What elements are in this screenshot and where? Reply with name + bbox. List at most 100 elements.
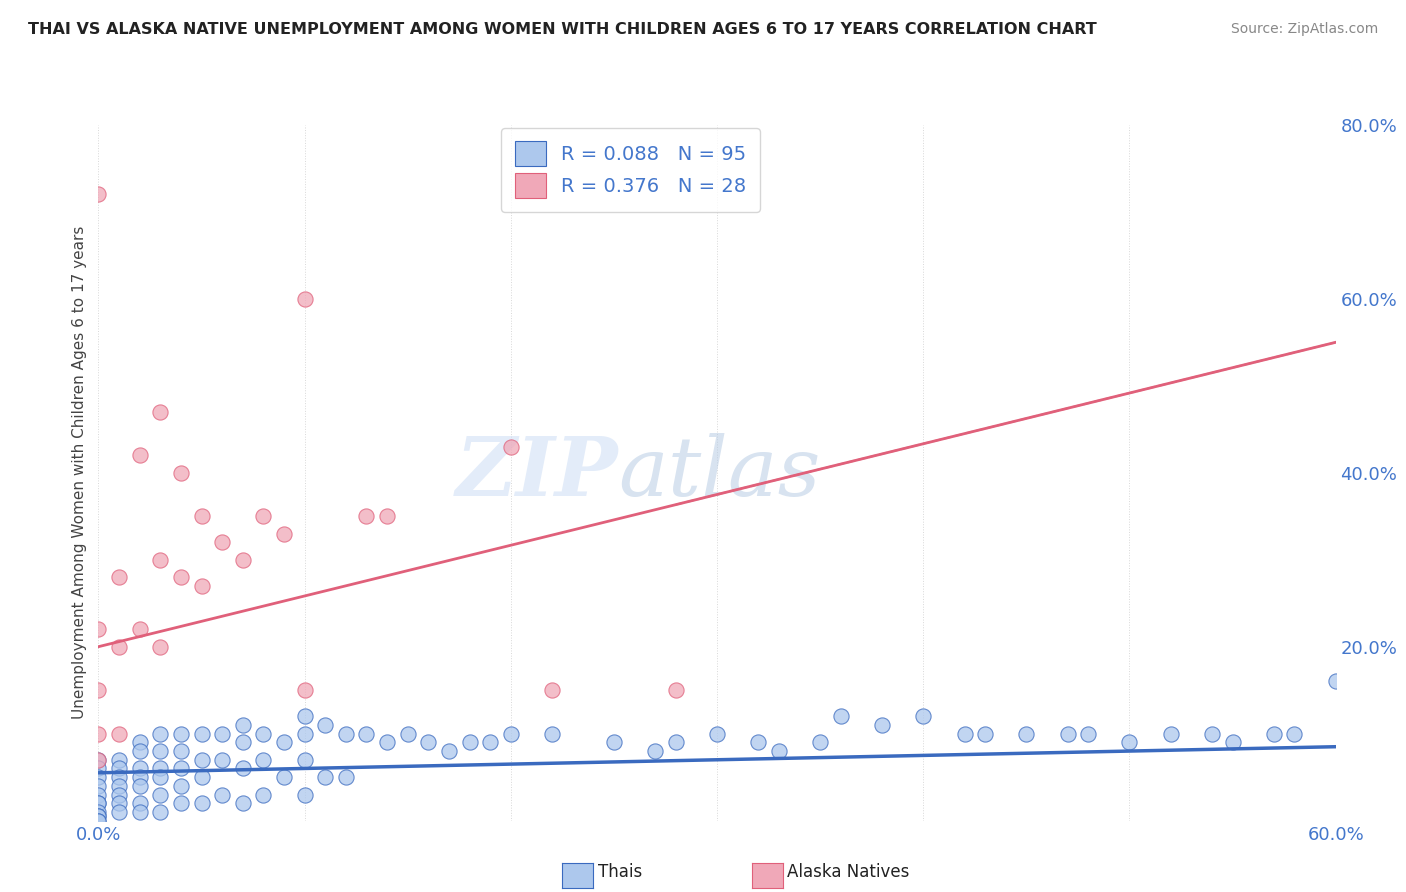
Point — [128, 735, 150, 749]
Point — [437, 744, 460, 758]
Point — [87, 788, 110, 802]
Point — [87, 187, 110, 202]
Point — [1056, 726, 1078, 740]
Point — [170, 726, 193, 740]
Point — [128, 770, 150, 784]
Point — [190, 753, 212, 767]
Point — [128, 623, 150, 637]
Point — [87, 770, 110, 784]
Point — [273, 735, 295, 749]
Point — [1365, 726, 1388, 740]
Text: THAI VS ALASKA NATIVE UNEMPLOYMENT AMONG WOMEN WITH CHILDREN AGES 6 TO 17 YEARS : THAI VS ALASKA NATIVE UNEMPLOYMENT AMONG… — [28, 22, 1097, 37]
Point — [128, 796, 150, 810]
Point — [294, 726, 316, 740]
Point — [149, 640, 172, 654]
Point — [108, 761, 131, 775]
Point — [170, 761, 193, 775]
Point — [108, 570, 131, 584]
Point — [108, 779, 131, 793]
Point — [190, 579, 212, 593]
Point — [87, 796, 110, 810]
Point — [211, 535, 233, 549]
Point — [356, 726, 378, 740]
Point — [252, 509, 274, 524]
Point — [252, 726, 274, 740]
Point — [830, 709, 852, 723]
Point — [211, 788, 233, 802]
Point — [108, 805, 131, 819]
Point — [232, 718, 254, 732]
Point — [87, 683, 110, 698]
Point — [665, 683, 688, 698]
Point — [108, 788, 131, 802]
Point — [87, 814, 110, 828]
Point — [128, 805, 150, 819]
Legend: R = 0.088   N = 95, R = 0.376   N = 28: R = 0.088 N = 95, R = 0.376 N = 28 — [501, 128, 761, 211]
Point — [87, 753, 110, 767]
Point — [665, 735, 688, 749]
Point — [232, 796, 254, 810]
Point — [128, 448, 150, 462]
Point — [149, 552, 172, 567]
Point — [211, 726, 233, 740]
Point — [108, 796, 131, 810]
Point — [294, 788, 316, 802]
Point — [418, 735, 440, 749]
Text: ZIP: ZIP — [456, 433, 619, 513]
Point — [149, 405, 172, 419]
Point — [499, 440, 522, 454]
Point — [170, 744, 193, 758]
Point — [170, 466, 193, 480]
Text: Thais: Thais — [598, 863, 641, 881]
Point — [644, 744, 666, 758]
Point — [314, 718, 336, 732]
Point — [170, 796, 193, 810]
Point — [87, 753, 110, 767]
Y-axis label: Unemployment Among Women with Children Ages 6 to 17 years: Unemployment Among Women with Children A… — [72, 226, 87, 720]
Point — [479, 735, 502, 749]
Point — [294, 683, 316, 698]
Point — [87, 623, 110, 637]
Point — [190, 509, 212, 524]
Point — [335, 770, 357, 784]
Point — [87, 805, 110, 819]
Point — [190, 726, 212, 740]
Point — [458, 735, 481, 749]
Point — [870, 718, 893, 732]
Point — [108, 726, 131, 740]
Point — [128, 761, 150, 775]
Point — [128, 779, 150, 793]
Point — [747, 735, 769, 749]
Point — [149, 805, 172, 819]
Point — [375, 735, 398, 749]
Point — [499, 726, 522, 740]
Point — [808, 735, 831, 749]
Point — [953, 726, 976, 740]
Point — [294, 292, 316, 306]
Point — [170, 779, 193, 793]
Point — [252, 788, 274, 802]
Point — [706, 726, 728, 740]
Point — [912, 709, 935, 723]
Point — [541, 726, 564, 740]
Point — [1077, 726, 1099, 740]
Point — [232, 735, 254, 749]
Point — [87, 809, 110, 823]
Point — [149, 761, 172, 775]
Point — [375, 509, 398, 524]
Point — [232, 761, 254, 775]
Point — [356, 509, 378, 524]
Point — [1160, 726, 1182, 740]
Point — [87, 726, 110, 740]
Point — [1118, 735, 1140, 749]
Point — [252, 753, 274, 767]
Point — [190, 770, 212, 784]
Point — [541, 683, 564, 698]
Point — [314, 770, 336, 784]
Point — [1263, 726, 1285, 740]
Point — [108, 770, 131, 784]
Point — [273, 770, 295, 784]
Point — [87, 809, 110, 823]
Point — [294, 753, 316, 767]
Point — [108, 753, 131, 767]
